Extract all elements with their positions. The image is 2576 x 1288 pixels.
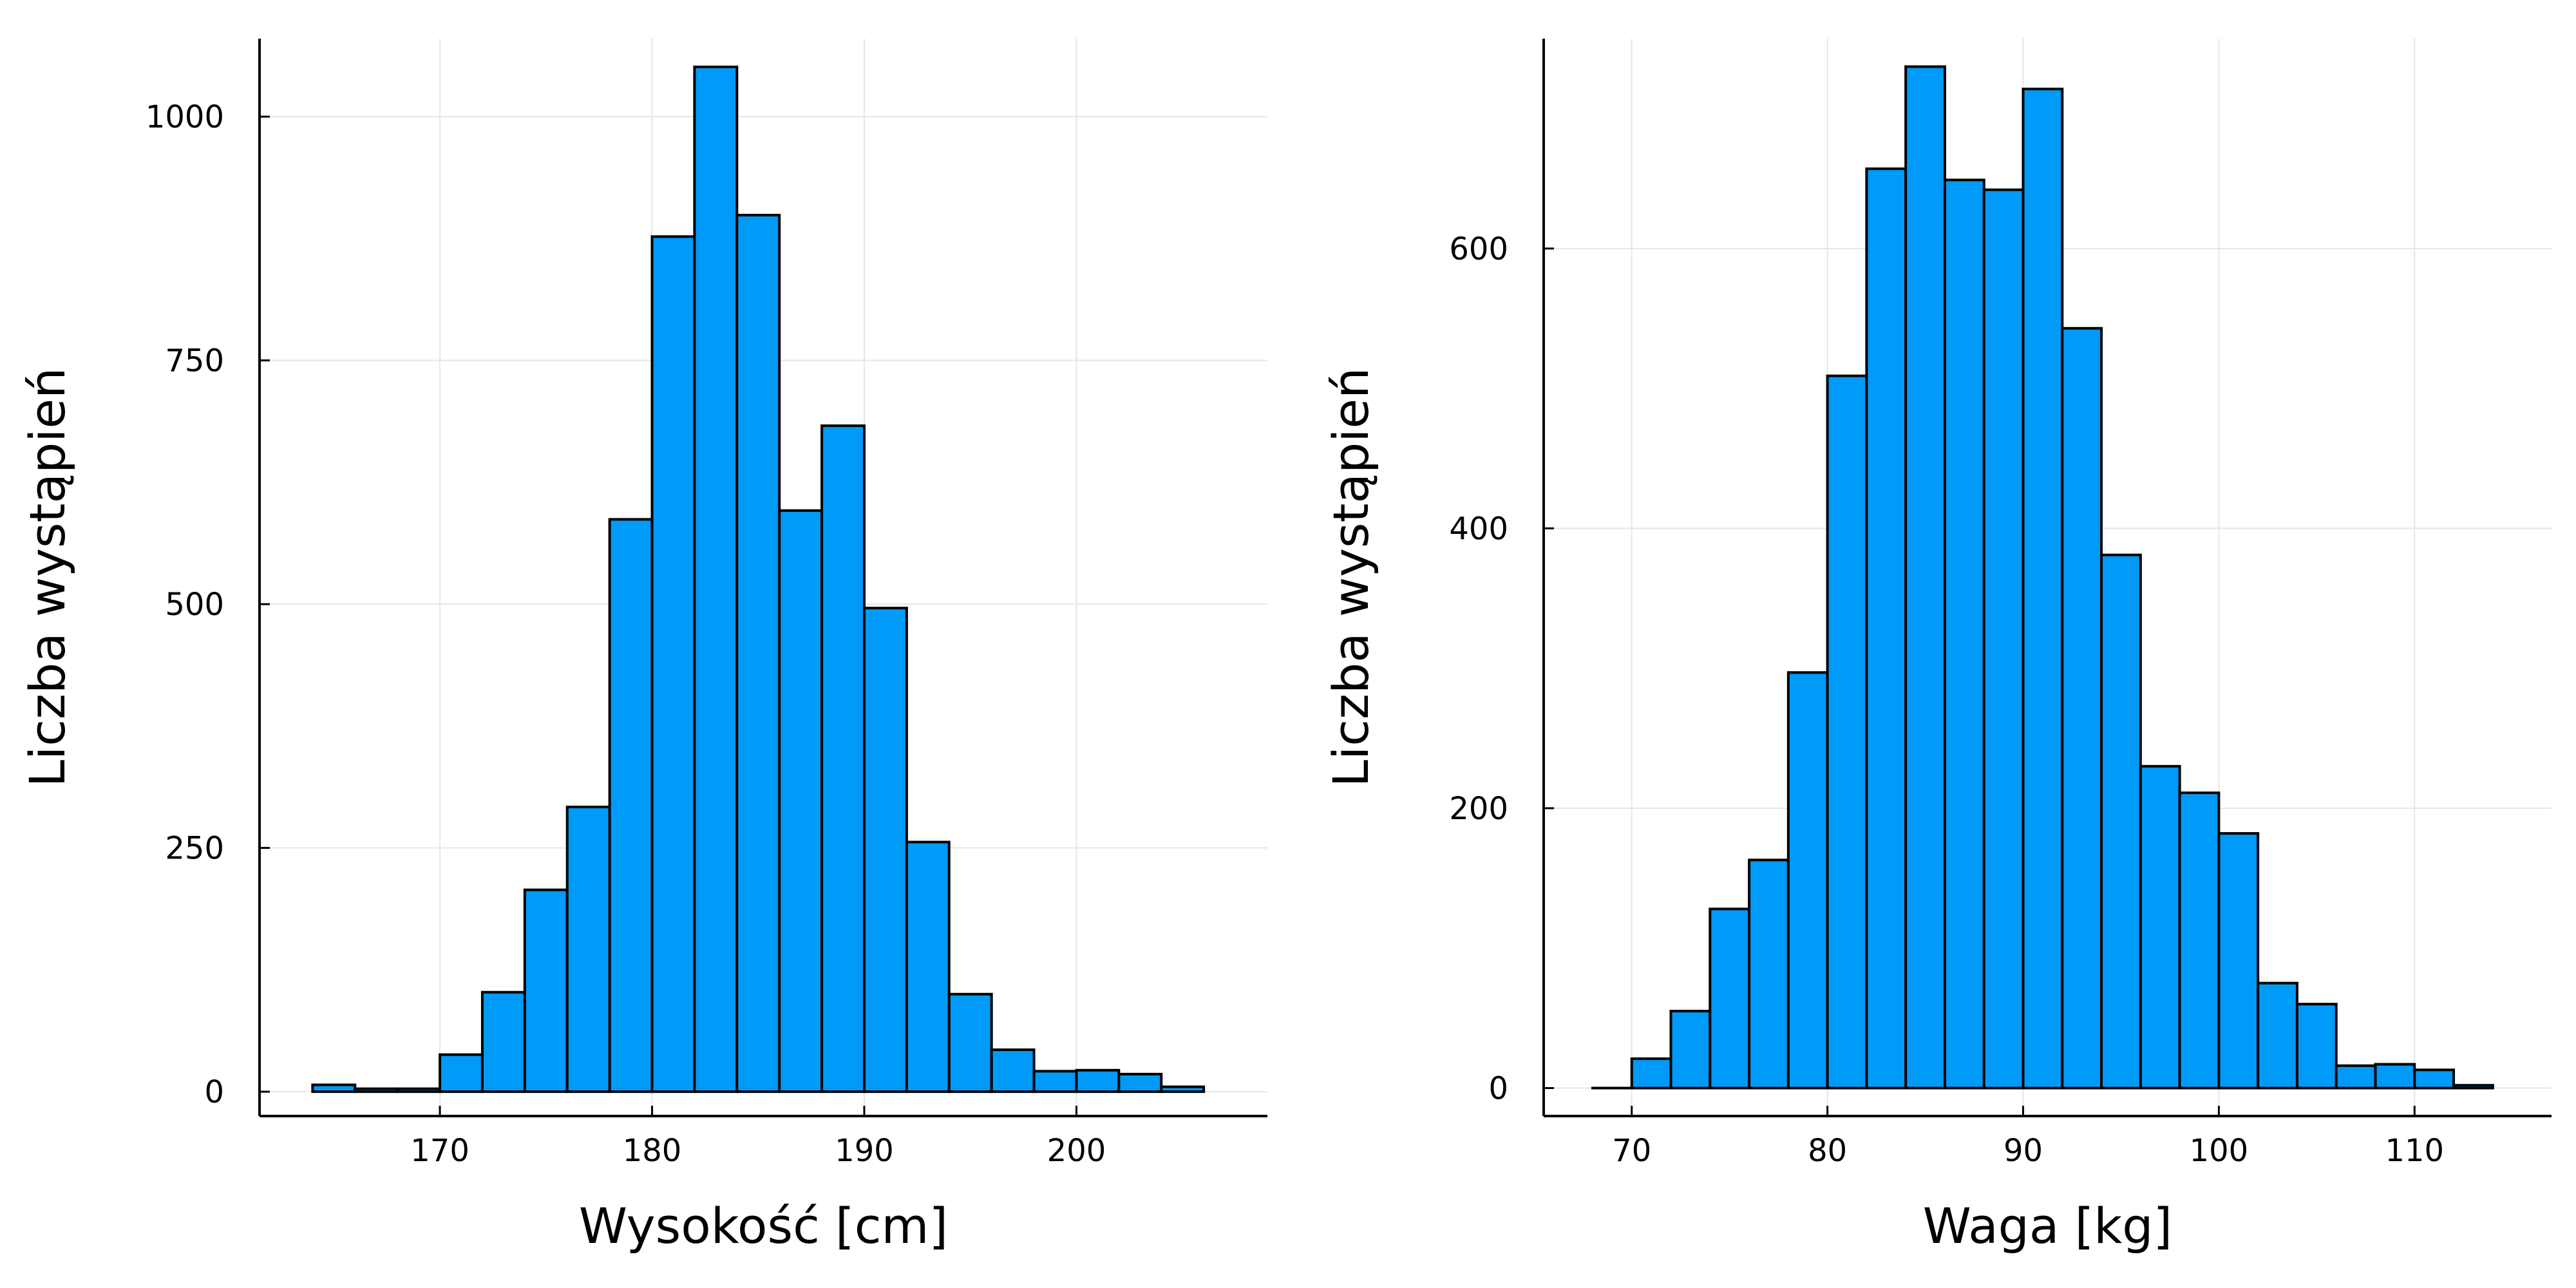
weight-histogram-bar [1786,671,1829,1090]
height-histogram-bar [439,1053,484,1094]
weight-x-tick-label: 80 [1808,1133,1847,1169]
weight-y-tick-label: 400 [1449,511,1508,547]
height-histogram-bar [990,1048,1036,1094]
height-histogram-bar [311,1083,357,1094]
height-histogram-bar [565,806,611,1094]
height-histogram-bar [354,1087,399,1094]
weight-histogram-bar [2295,1003,2338,1090]
height-histogram-bar [608,518,654,1094]
weight-histogram-bar [1826,374,1868,1090]
height-histogram-bar [693,65,739,1094]
height-histogram-bar [863,607,908,1094]
height-y-tick-label: 750 [165,343,224,379]
weight-x-axis-title: Waga [kg] [1923,1197,2172,1255]
weight-y-tick-label: 0 [1488,1071,1508,1107]
weight-histogram-bar [2334,1064,2377,1090]
weight-y-tick-label: 600 [1449,231,1508,267]
height-histogram-bar [735,214,781,1094]
height-x-tick-label: 190 [835,1133,894,1169]
weight-histogram-bar [1669,1010,1712,1090]
height-histogram-bar [905,840,951,1094]
weight-histogram-bar [1865,167,1908,1090]
height-y-axis-title: Liczba wystąpień [19,368,76,788]
height-histogram-bar [1160,1085,1206,1094]
weight-histogram-bar [1943,178,1985,1090]
height-x-tick-label: 200 [1047,1133,1106,1169]
weight-histogram-bar [2139,764,2181,1090]
weight-histogram-bar [1982,188,2025,1090]
height-histogram-bar [947,992,993,1094]
height-x-tick-label: 170 [410,1133,469,1169]
weight-histogram-bar [2257,981,2298,1090]
weight-histogram-bar [1630,1057,1672,1090]
height-histogram-bar [1075,1068,1121,1094]
weight-histogram-bar [1904,65,1946,1090]
height-x-tick-label: 180 [623,1133,682,1169]
weight-histogram-bar [2022,88,2064,1090]
weight-histogram-bar [2217,832,2260,1090]
weight-x-tick-label: 100 [2190,1133,2249,1169]
weight-histogram-bar [1709,907,1751,1090]
height-y-tick-label: 1000 [146,99,224,135]
weight-histogram-bar [2100,553,2142,1090]
height-y-tick-label: 250 [165,831,224,867]
height-x-axis-title: Wysokość [cm] [579,1197,948,1255]
height-y-tick-label: 500 [165,587,224,623]
weight-y-tick-label: 200 [1449,791,1508,827]
height-histogram-bar [1117,1072,1163,1094]
height-histogram-panel: 170 180 190 200 0 250 500 750 1000 Wysokość [cm] L… [19,39,1267,1255]
weight-histogram-panel: 70 80 90 100 110 0 200 400 600 Waga [kg] Liczba wy… [1322,39,2552,1255]
weight-histogram-bar [2374,1063,2416,1090]
height-histogram-bar [480,990,526,1094]
weight-histogram-bar [1748,858,1790,1090]
weight-x-tick-label: 90 [2003,1133,2043,1169]
height-histogram-bar [650,235,696,1094]
height-histogram-bar [820,424,866,1094]
weight-histogram-bar [2413,1068,2456,1090]
weight-y-axis-title: Liczba wystąpień [1322,368,1379,788]
height-histogram-bar [396,1087,442,1094]
weight-histogram-bar [2178,791,2221,1090]
weight-x-tick-label: 110 [2385,1133,2444,1169]
height-histogram-bar [523,888,569,1094]
weight-histogram-bar [2061,327,2103,1090]
height-histogram-bar [1032,1070,1078,1094]
weight-x-tick-label: 70 [1612,1133,1651,1169]
height-y-tick-label: 0 [204,1074,224,1110]
height-histogram-bar [778,509,824,1094]
weight-histogram-bar [2452,1084,2494,1090]
